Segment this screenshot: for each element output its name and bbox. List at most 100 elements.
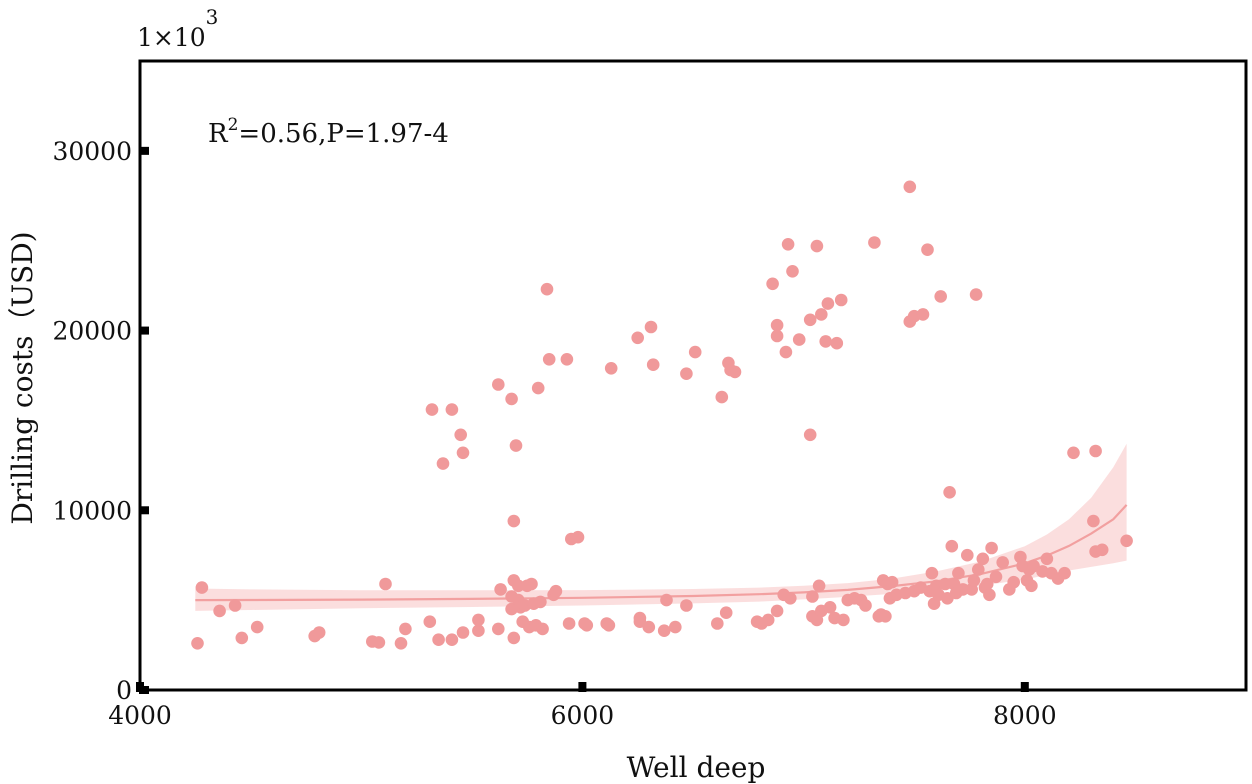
scatter-point — [445, 403, 459, 416]
scatter-point — [534, 595, 547, 609]
scatter-point — [631, 331, 644, 345]
scatter-point — [961, 548, 974, 562]
scatter-point — [644, 320, 658, 334]
scatter-point — [680, 599, 693, 612]
stat-annotation: R2=0.56,P=1.97-4 — [208, 115, 449, 149]
scatter-point — [837, 613, 850, 627]
scatter-point — [456, 626, 470, 639]
scatter-point — [1095, 543, 1109, 557]
scatter-point — [728, 365, 742, 379]
scatter-point — [1058, 566, 1071, 580]
y-axis-multiplier-exponent: 3 — [206, 5, 219, 29]
x-tick-label: 6000 — [551, 701, 615, 730]
scatter-point — [1067, 446, 1080, 460]
y-axis-title: Drilling costs（USD) — [6, 231, 39, 524]
x-tick-label: 4000 — [108, 701, 172, 730]
y-axis-multiplier-base: 1×10 — [137, 23, 206, 52]
scatter-point — [806, 590, 819, 603]
scatter-point — [680, 367, 693, 381]
y-axis-multiplier: 1×103 — [137, 5, 218, 52]
y-tick-label: 30000 — [52, 137, 132, 166]
confidence-band-layer — [195, 443, 1127, 611]
scatter-point — [512, 579, 525, 593]
scatter-point — [823, 601, 837, 614]
scatter-point — [580, 619, 594, 632]
scatter-point — [976, 552, 990, 566]
scatter-point — [472, 624, 485, 637]
scatter-point — [456, 446, 470, 460]
scatter-point — [432, 633, 445, 646]
scatter-point — [250, 620, 264, 634]
scatter-point — [784, 592, 797, 605]
scatter-point — [669, 620, 682, 634]
scatter-point — [810, 239, 824, 253]
scatter-point — [868, 236, 881, 249]
scatter-point — [549, 584, 563, 598]
scatter-point — [830, 336, 844, 350]
x-tick-mark — [1020, 682, 1029, 692]
points-layer — [191, 180, 1133, 650]
scatter-point — [492, 622, 505, 636]
scatter-point — [812, 579, 826, 593]
scatter-point — [425, 403, 439, 416]
scatter-point — [213, 604, 226, 618]
scatter-point — [980, 577, 994, 591]
scatter-point — [952, 566, 965, 580]
scatter-point — [436, 457, 450, 470]
scatter-point — [834, 293, 848, 307]
scatter-point — [1089, 444, 1102, 458]
scatter-point — [602, 619, 616, 632]
scatter-point — [972, 563, 985, 576]
fit-line-layer — [195, 504, 1128, 602]
scatter-point — [781, 238, 795, 251]
scatter-point — [989, 570, 1003, 584]
scatter-point — [879, 610, 892, 623]
x-tick-mark — [578, 682, 587, 692]
scatter-point — [646, 358, 660, 372]
scatter-point — [423, 615, 437, 628]
scatter-point — [711, 617, 724, 630]
scatter-point — [938, 577, 952, 591]
stat-annotation-sup: 2 — [228, 115, 239, 135]
scatter-point — [235, 631, 249, 645]
scatter-point — [1025, 579, 1038, 593]
scatter-point — [956, 583, 970, 596]
scatter-point — [394, 637, 408, 650]
scatter-point — [983, 588, 996, 602]
scatter-point — [562, 617, 576, 630]
stat-annotation-suffix: =0.56,P=1.97-4 — [238, 119, 448, 149]
scatter-point — [1040, 552, 1054, 566]
scatter-point — [525, 577, 538, 591]
y-tick-mark — [139, 686, 149, 694]
scatter-point — [925, 566, 939, 580]
scatter-point — [657, 624, 671, 637]
confidence-band — [195, 443, 1127, 611]
scatter-point — [604, 362, 618, 375]
scatter-point — [379, 577, 392, 591]
y-tick-label: 0 — [116, 676, 132, 705]
scatter-point — [921, 243, 934, 256]
plot-frame — [138, 59, 1248, 692]
y-tick-mark — [139, 326, 149, 335]
scatter-point — [509, 439, 523, 452]
scatter-point — [761, 613, 775, 627]
y-tick-mark — [139, 506, 149, 515]
scatter-point — [399, 622, 412, 636]
scatter-point — [969, 288, 983, 301]
x-tick-label: 8000 — [993, 701, 1057, 730]
scatter-point — [803, 313, 817, 327]
scatter-point — [996, 556, 1009, 569]
scatter-point — [507, 631, 521, 645]
scatter-point — [660, 593, 673, 607]
y-tick-label: 20000 — [52, 317, 132, 346]
scatter-point — [803, 428, 817, 442]
scatter-point — [719, 606, 733, 619]
scatter-point — [228, 599, 242, 612]
scatter-point — [372, 636, 386, 649]
scatter-point — [786, 265, 799, 278]
y-tick-mark — [139, 146, 149, 155]
scatter-point — [770, 604, 784, 618]
scatter-point — [536, 622, 549, 636]
x-axis-title: Well deep — [627, 751, 766, 784]
scatter-point — [688, 345, 702, 359]
